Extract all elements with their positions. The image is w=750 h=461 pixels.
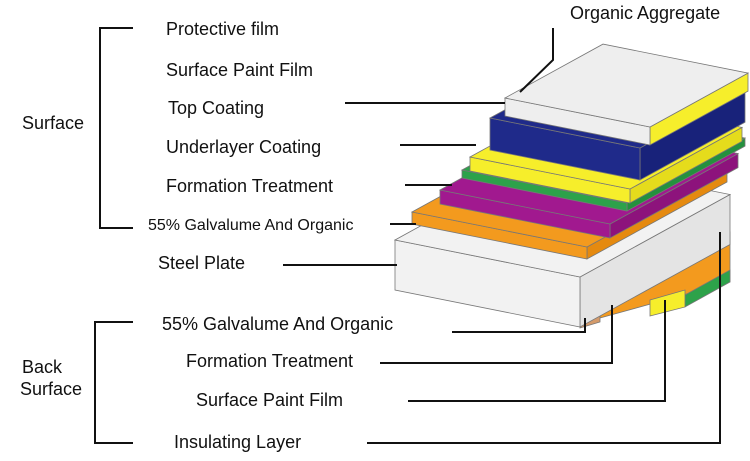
- leader: [519, 28, 554, 93]
- surface-bracket: [99, 27, 133, 229]
- leader: [408, 300, 666, 402]
- layer-label: 55% Galvalume And Organic: [162, 314, 393, 334]
- leader: [380, 305, 613, 364]
- leader: [367, 232, 721, 444]
- top-label: Organic Aggregate: [570, 3, 720, 23]
- core-label: Steel Plate: [158, 253, 245, 273]
- layer-label: Surface Paint Film: [196, 390, 343, 410]
- layer-shape: [649, 289, 686, 317]
- layer-label: Top Coating: [168, 98, 264, 118]
- layer-label: Insulating Layer: [174, 432, 301, 452]
- layer-label: Underlayer Coating: [166, 137, 321, 157]
- layer-shape: [503, 43, 750, 128]
- leader: [452, 318, 586, 333]
- group-label: Back: [22, 357, 63, 377]
- group-label: Surface: [20, 379, 82, 399]
- layer-label: 55% Galvalume And Organic: [148, 217, 353, 234]
- layer-label: Formation Treatment: [186, 351, 353, 371]
- group-label: Surface: [22, 113, 84, 133]
- layer-illustration: [393, 43, 750, 329]
- layer-label: Protective film: [166, 19, 279, 39]
- layer-label: Formation Treatment: [166, 176, 333, 196]
- back-bracket: [94, 321, 133, 444]
- layer-label: Surface Paint Film: [166, 60, 313, 80]
